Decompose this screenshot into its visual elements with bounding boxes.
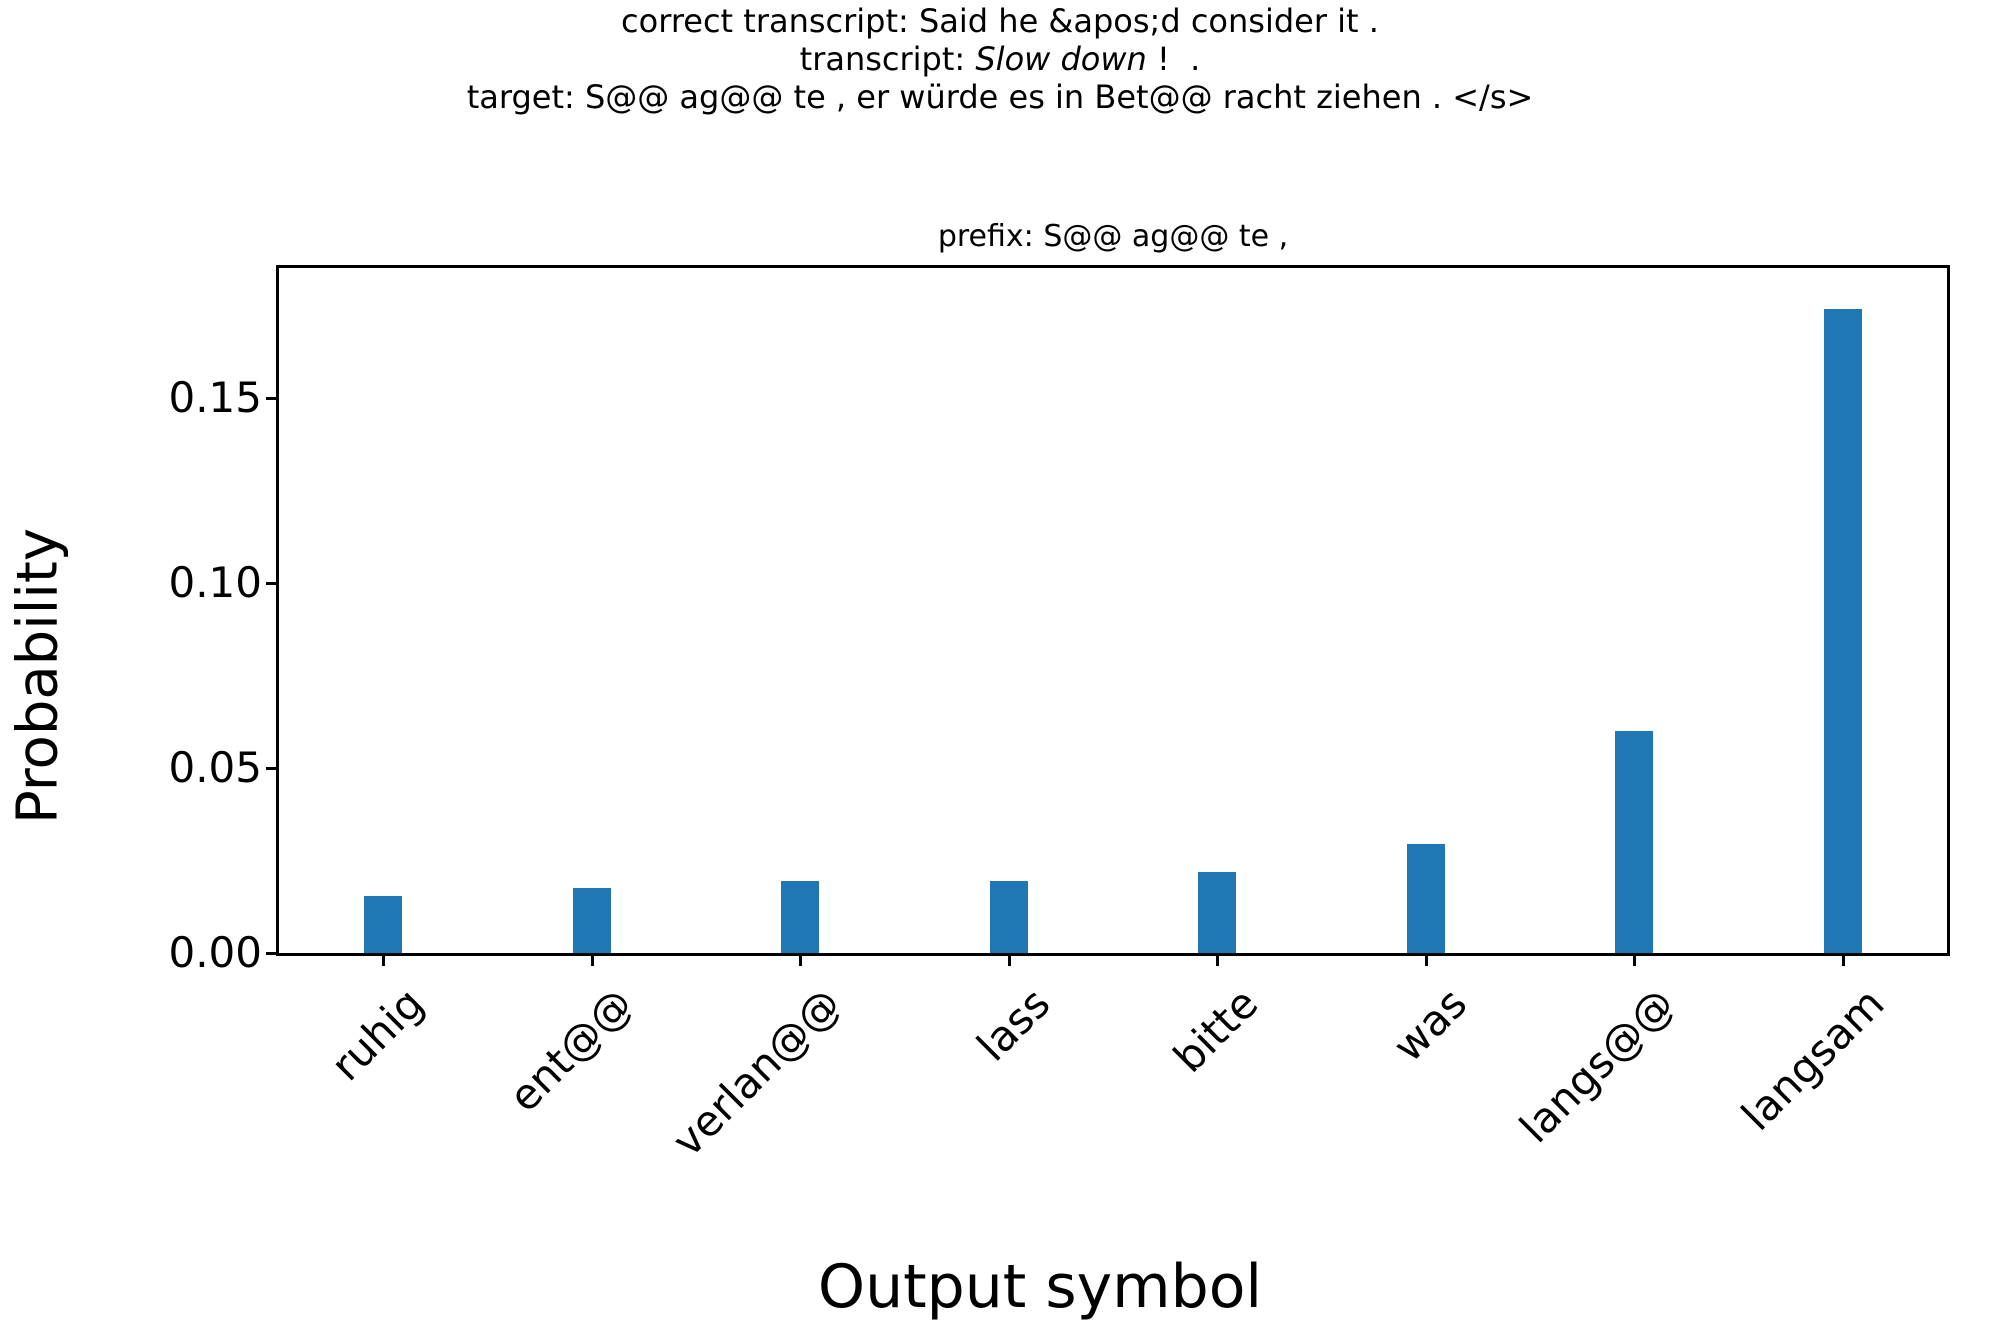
plot-area [276, 265, 1950, 956]
transcript-italic-text: Slow down [975, 40, 1147, 78]
suptitle-correct-transcript: correct transcript: Said he &apos;d cons… [0, 2, 2000, 40]
y-tick-label: 0.05 [168, 743, 262, 792]
bar-ent@@ [573, 888, 611, 953]
y-tick-mark [266, 397, 276, 400]
figure-suptitle: correct transcript: Said he &apos;d cons… [0, 2, 2000, 116]
y-tick-label: 0.00 [168, 928, 262, 977]
x-tick-mark [382, 956, 385, 966]
x-tick-mark [1425, 956, 1428, 966]
bar-bitte [1198, 872, 1236, 953]
transcript-prefix-text: transcript: [799, 40, 976, 78]
y-axis-label: Probability [5, 527, 71, 825]
bar-was [1407, 844, 1445, 953]
x-tick-label-langsam: langsam [1731, 978, 1894, 1140]
bars-container [279, 268, 1947, 953]
x-tick-label-ent@@: ent@@ [499, 978, 643, 1122]
y-tick-label: 0.10 [168, 558, 262, 607]
x-tick-label-was: was [1383, 978, 1477, 1072]
y-tick-mark [266, 767, 276, 770]
y-tick-mark [266, 582, 276, 585]
bar-langs@@ [1615, 731, 1653, 953]
y-tick-label: 0.15 [168, 373, 262, 422]
x-tick-label-verlan@@: verlan@@ [662, 978, 851, 1166]
x-tick-mark [591, 956, 594, 966]
x-tick-mark [799, 956, 802, 966]
bar-langsam [1824, 309, 1862, 953]
bar-verlan@@ [781, 881, 819, 953]
suptitle-transcript: transcript: Slow down ! . [0, 40, 2000, 78]
correct-transcript-text: correct transcript: Said he &apos;d cons… [621, 2, 1379, 40]
axes-title: prefix: S@@ ag@@ te , [937, 219, 1289, 254]
x-tick-label-langs@@: langs@@ [1510, 978, 1685, 1153]
x-tick-label-lass: lass [967, 978, 1060, 1071]
x-tick-mark [1633, 956, 1636, 966]
x-tick-mark [1216, 956, 1219, 966]
transcript-suffix-text: ! . [1146, 40, 1201, 78]
bar-lass [990, 881, 1028, 953]
x-axis-label: Output symbol [817, 1252, 1263, 1322]
target-text: target: S@@ ag@@ te , er würde es in Bet… [466, 78, 1534, 116]
x-tick-label-ruhig: ruhig [321, 978, 434, 1091]
x-tick-mark [1842, 956, 1845, 966]
bar-ruhig [364, 896, 402, 953]
y-tick-mark [266, 952, 276, 955]
x-tick-label-bitte: bitte [1163, 978, 1268, 1082]
x-tick-mark [1008, 956, 1011, 966]
suptitle-target: target: S@@ ag@@ te , er würde es in Bet… [0, 78, 2000, 116]
